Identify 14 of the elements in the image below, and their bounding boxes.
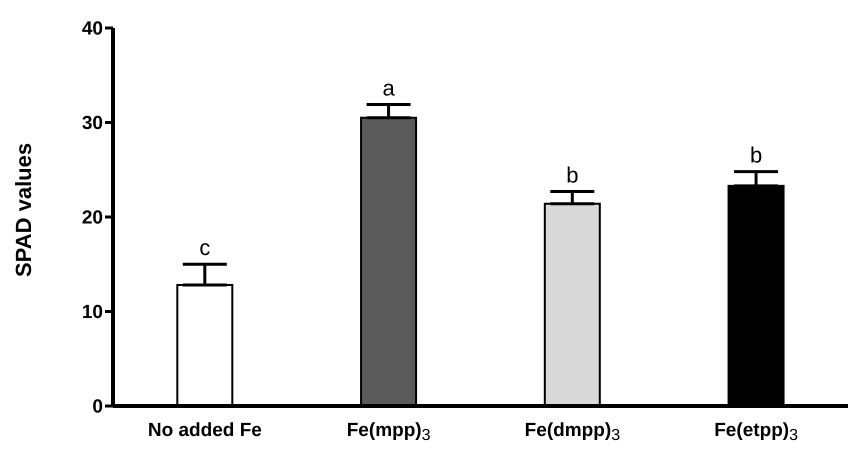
annotation: c: [199, 235, 210, 260]
x-tick-label: Fe(etpp)$_{3}$: [714, 420, 798, 444]
annotation: a: [382, 75, 396, 100]
y-tick-label: 20: [82, 208, 103, 229]
y-tick-label: 40: [82, 18, 103, 40]
y-tick-label: 30: [82, 113, 103, 134]
x-tick-label: Fe(dmpp)$_{3}$: [524, 420, 620, 444]
annotation: b: [566, 162, 578, 188]
y-axis-title: SPAD values: [10, 142, 36, 277]
x-tick-label: Fe(mpp)$_{3}$: [346, 420, 431, 444]
x-tick-label: No added Fe: [148, 420, 262, 441]
y-tick-label: 0: [92, 396, 103, 418]
annotation: b: [750, 142, 762, 168]
y-tick-label: 10: [82, 302, 103, 324]
